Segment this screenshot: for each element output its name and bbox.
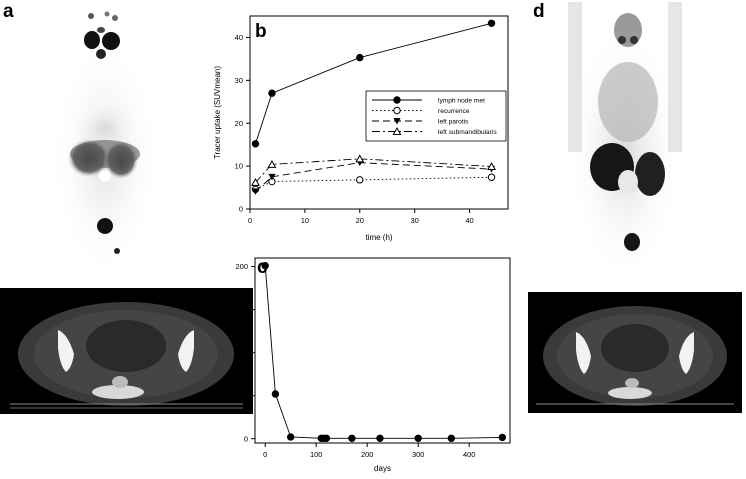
series-1 <box>251 173 496 193</box>
series-line <box>255 158 492 183</box>
x-tick-label: 400 <box>463 450 476 459</box>
y-tick-label: 30 <box>235 76 243 85</box>
y-axis-label: Tracer uptake (SUVmean) <box>213 66 222 159</box>
data-point <box>414 434 422 442</box>
legend-swatch-marker <box>393 118 401 125</box>
data-point <box>487 162 496 171</box>
data-point <box>355 154 365 163</box>
legend-entry-label: recurrence <box>438 108 470 115</box>
ct-slice-image-d <box>528 292 742 413</box>
y-tick-label: 150 <box>235 305 248 314</box>
legend-entry-label: left parotis <box>438 119 469 126</box>
data-point <box>487 173 496 181</box>
data-point <box>286 433 295 441</box>
y-tick-label: 100 <box>235 348 248 357</box>
data-point <box>251 177 260 186</box>
data-point <box>348 434 356 442</box>
x-tick-label: 0 <box>263 450 267 459</box>
x-tick-label: 200 <box>361 450 374 459</box>
data-point <box>356 176 364 184</box>
legend-frame <box>365 90 507 142</box>
x-axis-label: time (h) <box>365 233 392 242</box>
x-axis-label: days <box>374 464 391 473</box>
panel-label-b: b <box>255 21 267 42</box>
data-point <box>261 262 269 270</box>
series-0 <box>261 262 507 442</box>
x-tick-label: 30 <box>411 216 419 225</box>
x-tick-label: 0 <box>248 216 252 225</box>
series-line <box>255 22 492 144</box>
x-tick-label: 40 <box>465 216 473 225</box>
plot-frame <box>249 15 509 210</box>
panel-label-a: a <box>3 1 14 22</box>
pet-mip-image-a <box>50 11 160 278</box>
data-point <box>356 53 364 62</box>
legend-swatch-marker <box>393 96 401 104</box>
y-tick-label: 0 <box>239 205 243 214</box>
pet-mip-image-d <box>567 2 683 282</box>
data-point <box>376 434 384 442</box>
panel-label-d: d <box>533 1 545 22</box>
legend-entry-label: left submandibularis <box>438 129 497 136</box>
x-tick-label: 300 <box>412 450 425 459</box>
legend-swatch-marker <box>392 127 402 135</box>
series-line <box>255 162 492 192</box>
y-tick-label: 50 <box>240 391 248 400</box>
x-tick-label: 100 <box>310 450 323 459</box>
data-point <box>251 140 260 148</box>
x-tick-label: 10 <box>301 216 309 225</box>
data-point <box>251 188 260 195</box>
legend-swatch-marker <box>393 106 401 115</box>
y-tick-label: 200 <box>235 262 248 271</box>
x-tick-label: 20 <box>356 216 364 225</box>
legend: lymph node met recurrence left parotis left… <box>365 90 507 142</box>
ct-slice-image-a <box>0 288 253 414</box>
y-tick-label: 10 <box>235 162 243 171</box>
series-line <box>255 176 492 190</box>
y-tick-label: 40 <box>235 33 243 42</box>
y-tick-label: 20 <box>235 119 243 128</box>
data-point <box>447 434 456 442</box>
plot-frame <box>254 257 511 444</box>
y-tick-label: 0 <box>244 434 248 443</box>
data-point <box>487 19 496 27</box>
legend-entry-label: lymph node met <box>438 98 485 105</box>
chart-b-tracer-uptake: 0 10 20 30 40 0 10 20 30 40 time (h) Tracer uptake … <box>213 15 509 242</box>
series-0 <box>251 19 496 148</box>
data-point <box>271 390 280 398</box>
data-point <box>267 159 277 168</box>
data-point <box>322 434 331 442</box>
series-3 <box>251 154 496 186</box>
series-line <box>264 265 503 439</box>
data-point <box>498 433 507 442</box>
data-point <box>268 173 276 181</box>
data-point <box>268 89 276 97</box>
